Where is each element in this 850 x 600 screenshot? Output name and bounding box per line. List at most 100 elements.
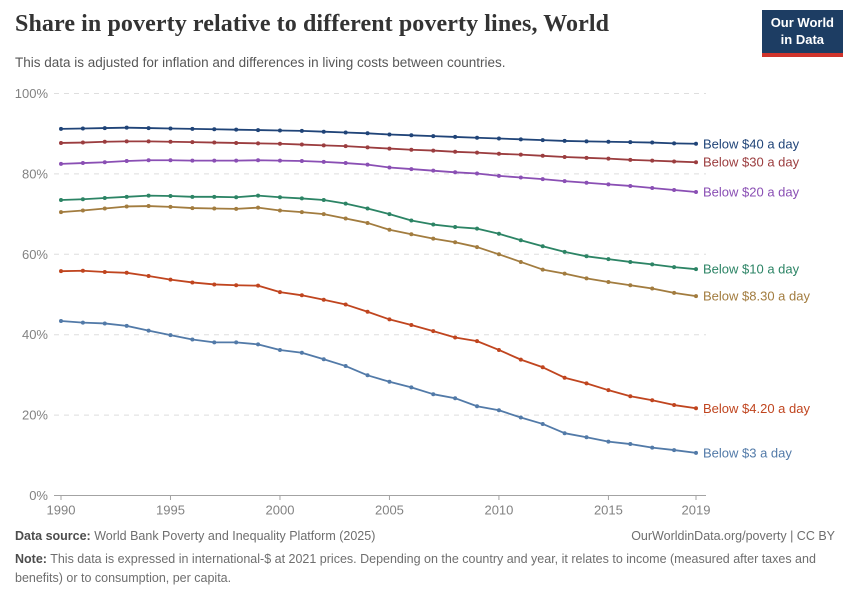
data-point bbox=[431, 222, 436, 227]
series-line-below-4-20-a-day[interactable] bbox=[60, 269, 697, 410]
data-point bbox=[694, 160, 698, 165]
data-point bbox=[540, 138, 545, 143]
data-point bbox=[343, 130, 348, 135]
data-point bbox=[168, 158, 173, 163]
data-point bbox=[59, 198, 63, 203]
data-point bbox=[321, 357, 326, 362]
data-point bbox=[365, 373, 370, 378]
data-point bbox=[168, 204, 173, 209]
data-point bbox=[694, 141, 698, 146]
y-axis-tick-label: 40% bbox=[22, 327, 48, 342]
data-point bbox=[650, 262, 655, 267]
data-point bbox=[365, 309, 370, 314]
owid-logo[interactable]: Our World in Data bbox=[761, 10, 843, 57]
y-axis-tick-label: 80% bbox=[22, 166, 48, 181]
data-point bbox=[453, 170, 458, 175]
data-point bbox=[562, 138, 567, 143]
data-point bbox=[234, 283, 239, 288]
data-point bbox=[628, 394, 633, 399]
data-point bbox=[146, 328, 151, 333]
data-point bbox=[387, 317, 392, 322]
series-label-below-4-20-a-day[interactable]: Below $4.20 a day bbox=[703, 401, 810, 416]
data-point bbox=[299, 142, 304, 147]
data-point bbox=[518, 238, 523, 243]
data-point bbox=[453, 335, 458, 340]
chart-subtitle: This data is adjusted for inflation and … bbox=[15, 55, 506, 70]
data-point bbox=[256, 283, 261, 288]
data-point bbox=[584, 139, 589, 144]
data-point bbox=[453, 240, 458, 245]
data-point bbox=[672, 290, 677, 295]
data-point bbox=[234, 158, 239, 163]
data-point bbox=[518, 137, 523, 142]
data-point bbox=[212, 206, 217, 211]
data-point bbox=[496, 252, 501, 257]
data-point bbox=[234, 206, 239, 211]
x-axis-tick-label: 2019 bbox=[682, 503, 711, 518]
data-point bbox=[343, 364, 348, 369]
data-point bbox=[146, 139, 151, 144]
owid-logo-line1: Our World bbox=[770, 15, 834, 30]
data-point bbox=[102, 196, 107, 201]
data-point bbox=[672, 187, 677, 192]
data-point bbox=[80, 208, 85, 213]
data-point bbox=[518, 357, 523, 362]
data-point bbox=[409, 167, 414, 172]
data-point bbox=[518, 415, 523, 420]
y-axis-tick-label: 0% bbox=[29, 488, 48, 503]
data-point bbox=[102, 126, 107, 131]
data-point bbox=[650, 185, 655, 190]
data-point bbox=[102, 139, 107, 144]
data-point bbox=[540, 267, 545, 272]
data-point bbox=[80, 320, 85, 325]
data-point bbox=[256, 141, 261, 146]
series-label-below-8-30-a-day[interactable]: Below $8.30 a day bbox=[703, 289, 810, 304]
data-point bbox=[496, 408, 501, 413]
data-point bbox=[518, 259, 523, 264]
series-line-below-8-30-a-day[interactable] bbox=[60, 205, 697, 297]
data-point bbox=[584, 276, 589, 281]
series-label-below-30-a-day[interactable]: Below $30 a day bbox=[703, 155, 800, 170]
series-label-below-10-a-day[interactable]: Below $10 a day bbox=[703, 262, 800, 277]
data-point bbox=[190, 206, 195, 211]
data-point bbox=[496, 136, 501, 141]
owid-logo-line2: in Data bbox=[780, 31, 825, 47]
data-point bbox=[80, 197, 85, 202]
series-line-below-20-a-day[interactable] bbox=[60, 159, 697, 193]
owid-url-link[interactable]: OurWorldinData.org/poverty bbox=[631, 529, 787, 543]
data-point bbox=[562, 179, 567, 184]
data-point bbox=[277, 290, 282, 295]
data-point bbox=[606, 257, 611, 262]
y-axis-tick-label: 20% bbox=[22, 408, 48, 423]
data-point bbox=[409, 218, 414, 223]
data-point bbox=[496, 173, 501, 178]
data-point bbox=[256, 342, 261, 347]
data-point bbox=[256, 193, 261, 198]
series-label-below-40-a-day[interactable]: Below $40 a day bbox=[703, 136, 800, 151]
data-point bbox=[518, 152, 523, 157]
series-line-below-30-a-day[interactable] bbox=[60, 140, 697, 164]
data-source-text: World Bank Poverty and Inequality Platfo… bbox=[90, 529, 376, 543]
data-point bbox=[212, 194, 217, 199]
data-point bbox=[190, 158, 195, 163]
series-label-below-20-a-day[interactable]: Below $20 a day bbox=[703, 184, 800, 199]
data-point bbox=[584, 180, 589, 185]
series-label-below-3-a-day[interactable]: Below $3 a day bbox=[703, 445, 792, 460]
series-line-below-10-a-day[interactable] bbox=[60, 194, 697, 271]
data-point bbox=[277, 158, 282, 163]
series-line-below-40-a-day[interactable] bbox=[60, 126, 697, 145]
series-line-below-3-a-day[interactable] bbox=[60, 320, 697, 454]
data-point bbox=[409, 147, 414, 152]
data-point bbox=[694, 189, 698, 194]
data-point bbox=[387, 165, 392, 170]
data-point bbox=[59, 319, 63, 324]
data-point bbox=[606, 182, 611, 187]
data-point bbox=[168, 277, 173, 282]
data-point bbox=[256, 158, 261, 163]
data-point bbox=[124, 125, 129, 130]
data-point bbox=[475, 245, 480, 250]
y-axis-tick-label: 60% bbox=[22, 247, 48, 262]
data-point bbox=[146, 126, 151, 131]
data-point bbox=[80, 126, 85, 131]
x-axis-tick-label: 2015 bbox=[594, 503, 623, 518]
